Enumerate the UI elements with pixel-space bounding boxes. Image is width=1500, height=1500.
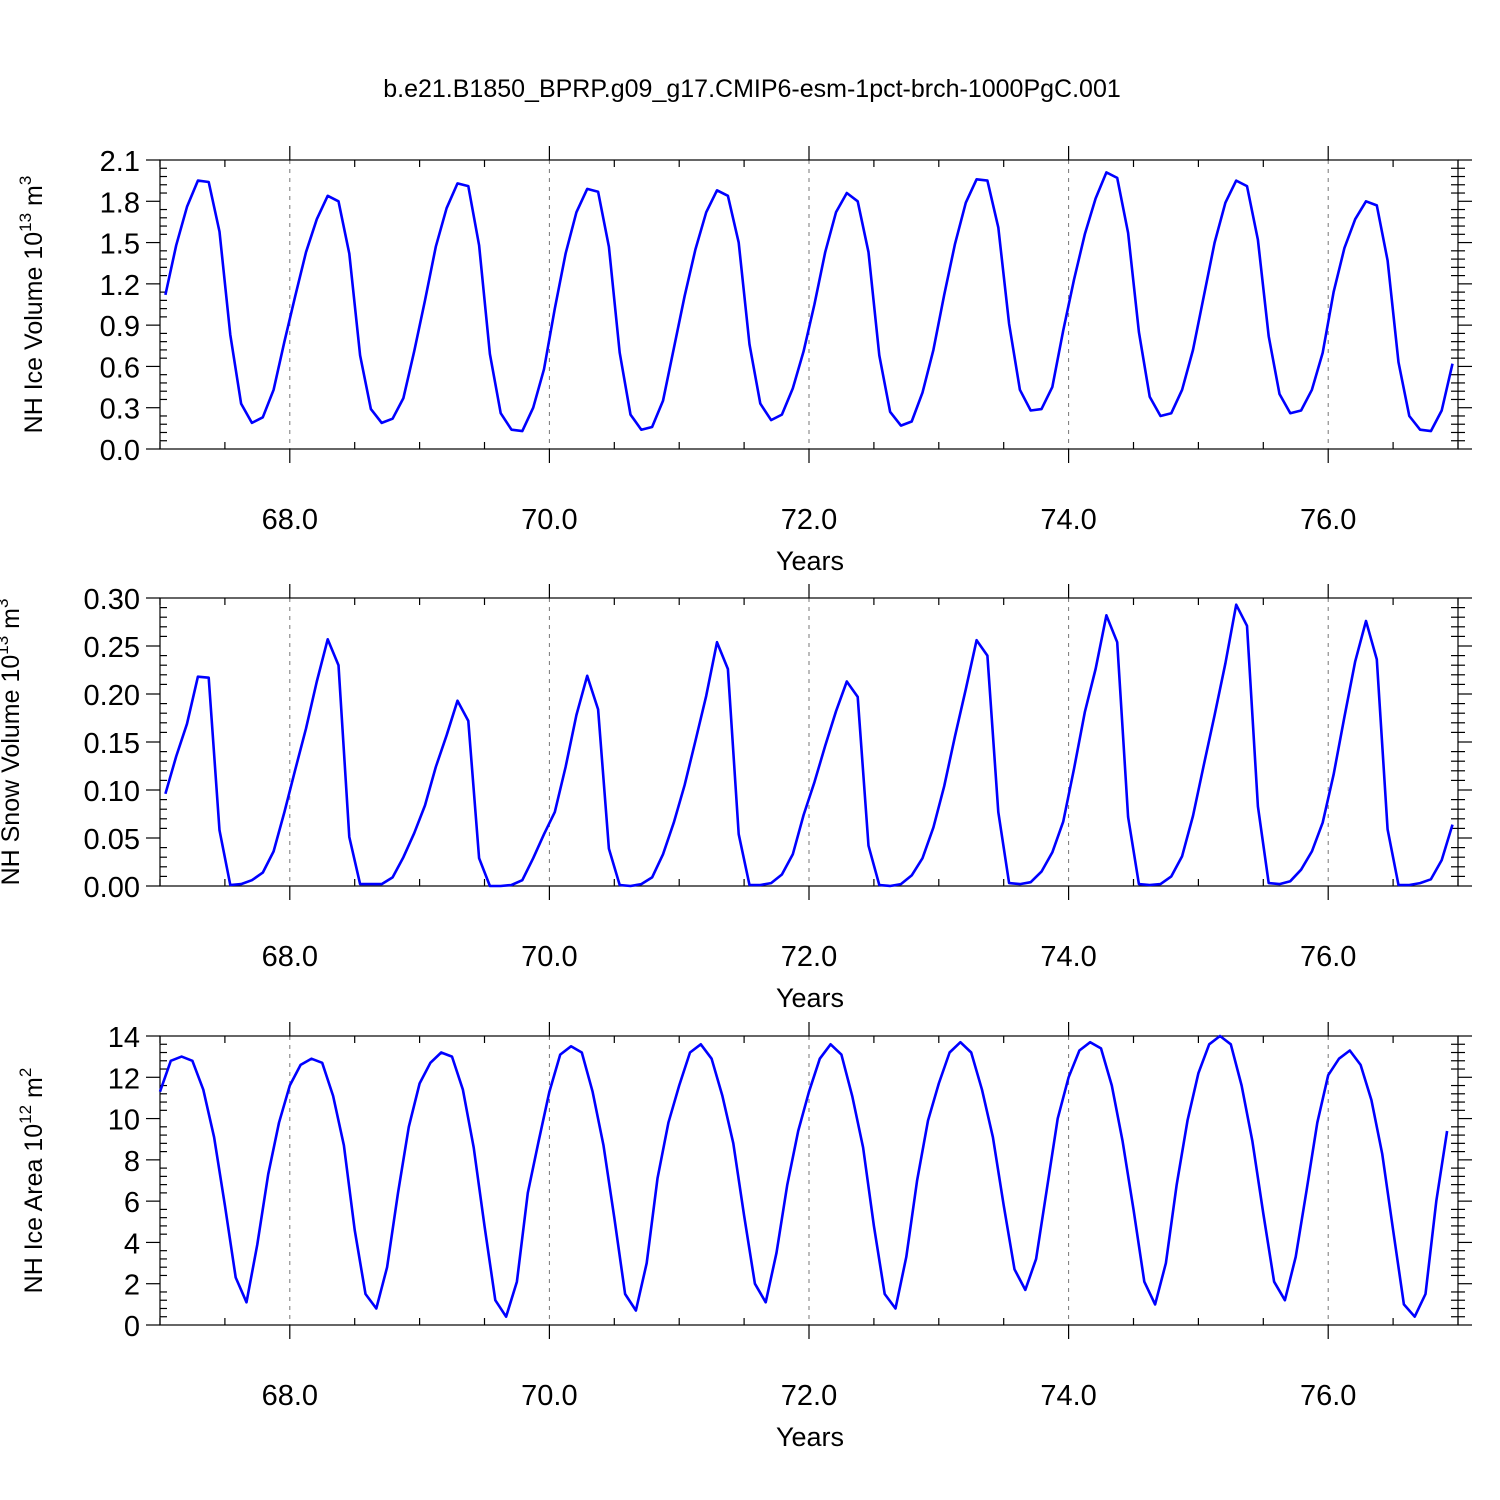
- ice-area-y-tick-label: 8: [124, 1146, 140, 1178]
- ice-volume-y-label-main: NH Ice Volume 10: [20, 232, 48, 434]
- ice-area-y-tick-label: 0: [124, 1311, 140, 1343]
- ice-volume-x-tick-label: 70.0: [521, 504, 577, 536]
- snow-volume-x-tick-label: 76.0: [1300, 941, 1356, 973]
- snow-volume-y-tick-label: 0.30: [84, 584, 140, 616]
- ice-volume-x-tick-label: 76.0: [1300, 504, 1356, 536]
- ice-volume-y-tick-label: 1.2: [100, 270, 140, 302]
- ice-area-y-tick-label: 6: [124, 1187, 140, 1219]
- snow-volume-y-label-exp: 13: [0, 636, 12, 655]
- snow-volume-y-tick-label: 0.20: [84, 680, 140, 712]
- snow-volume-x-axis-label: Years: [776, 983, 844, 1013]
- ice-volume-x-axis-label: Years: [776, 546, 844, 576]
- snow-volume-y-label-unit-exp: 3: [0, 599, 12, 608]
- ice-volume-x-tick-label: 72.0: [781, 504, 837, 536]
- ice-area-x-tick-label: 74.0: [1040, 1380, 1096, 1412]
- snow-volume-x-tick-label: 70.0: [521, 941, 577, 973]
- ice-area-x-tick-label: 76.0: [1300, 1380, 1356, 1412]
- snow-volume-y-axis-label: NH Snow Volume 1013 m3: [0, 599, 25, 886]
- ice-volume-y-label-unit: m: [20, 185, 48, 213]
- snow-volume-x-tick-label: 74.0: [1040, 941, 1096, 973]
- snow-volume-series-line-0: [164, 603, 1454, 888]
- ice-area-x-axis-label: Years: [776, 1422, 844, 1452]
- snow-volume-y-tick-label: 0.25: [84, 632, 140, 664]
- ice-volume-x-tick-label: 68.0: [262, 504, 318, 536]
- ice-area-y-label-unit-exp: 2: [16, 1068, 35, 1077]
- snow-volume-y-tick-label: 0.05: [84, 824, 140, 856]
- ice-area-y-label-exp: 12: [16, 1105, 35, 1124]
- ice-area-y-tick-label: 2: [124, 1270, 140, 1302]
- panel-ice-volume: 68.0 70.0 72.0 74.0 76.0 0.0 0.3 0.6 0.9 1.2 1.5 1.…: [16, 146, 1472, 576]
- panel-snow-volume: 68.0 70.0 72.0 74.0 76.0 0.00 0.05 0.10 0.15 0.20…: [0, 584, 1472, 1013]
- snow-volume-y-tick-label: 0.15: [84, 728, 140, 760]
- ice-area-y-label-unit: m: [20, 1077, 48, 1105]
- ice-area-y-tick-label: 10: [108, 1105, 140, 1137]
- ice-volume-y-tick-label: 0.0: [100, 435, 140, 467]
- ice-volume-y-tick-label: 0.3: [100, 394, 140, 426]
- ice-area-y-axis-label: NH Ice Area 1012 m2: [16, 1068, 48, 1294]
- ice-area-y-tick-label: 4: [124, 1228, 140, 1260]
- ice-volume-y-tick-label: 0.9: [100, 311, 140, 343]
- snow-volume-y-label-main: NH Snow Volume 10: [0, 655, 25, 886]
- panels: 68.0 70.0 72.0 74.0 76.0 0.0 0.3 0.6 0.9 1.2 1.5 1.…: [0, 146, 1472, 1452]
- ice-volume-y-tick-label: 1.8: [100, 187, 140, 219]
- snow-volume-y-label-unit: m: [0, 608, 25, 636]
- ice-area-x-tick-label: 70.0: [521, 1380, 577, 1412]
- snow-volume-y-tick-label: 0.00: [84, 872, 140, 904]
- ice-volume-series-line-0: [164, 171, 1454, 433]
- ice-volume-y-tick-label: 2.1: [100, 146, 140, 178]
- snow-volume-x-tick-label: 68.0: [262, 941, 318, 973]
- ice-area-y-tick-label: 12: [108, 1063, 140, 1095]
- ice-area-series-line-0: [158, 1034, 1449, 1318]
- ice-area-x-tick-label: 72.0: [781, 1380, 837, 1412]
- ice-volume-y-tick-label: 1.5: [100, 229, 140, 261]
- ice-volume-y-label-exp: 13: [16, 213, 35, 232]
- ice-volume-y-axis-label: NH Ice Volume 1013 m3: [16, 176, 48, 434]
- ice-volume-y-tick-label: 0.6: [100, 352, 140, 384]
- ice-volume-y-label-unit-exp: 3: [16, 176, 35, 185]
- snow-volume-x-tick-label: 72.0: [781, 941, 837, 973]
- figure-title: b.e21.B1850_BPRP.g09_g17.CMIP6-esm-1pct-…: [383, 75, 1121, 103]
- ice-volume-x-tick-label: 74.0: [1040, 504, 1096, 536]
- snow-volume-y-tick-label: 0.10: [84, 776, 140, 808]
- ice-area-y-tick-label: 14: [108, 1022, 140, 1054]
- ice-area-x-tick-label: 68.0: [262, 1380, 318, 1412]
- ice-area-y-label-main: NH Ice Area 10: [20, 1124, 48, 1294]
- panel-ice-area: 68.0 70.0 72.0 74.0 76.0 0 2 4 6 8 10 12 14 Years NH I…: [16, 1022, 1472, 1452]
